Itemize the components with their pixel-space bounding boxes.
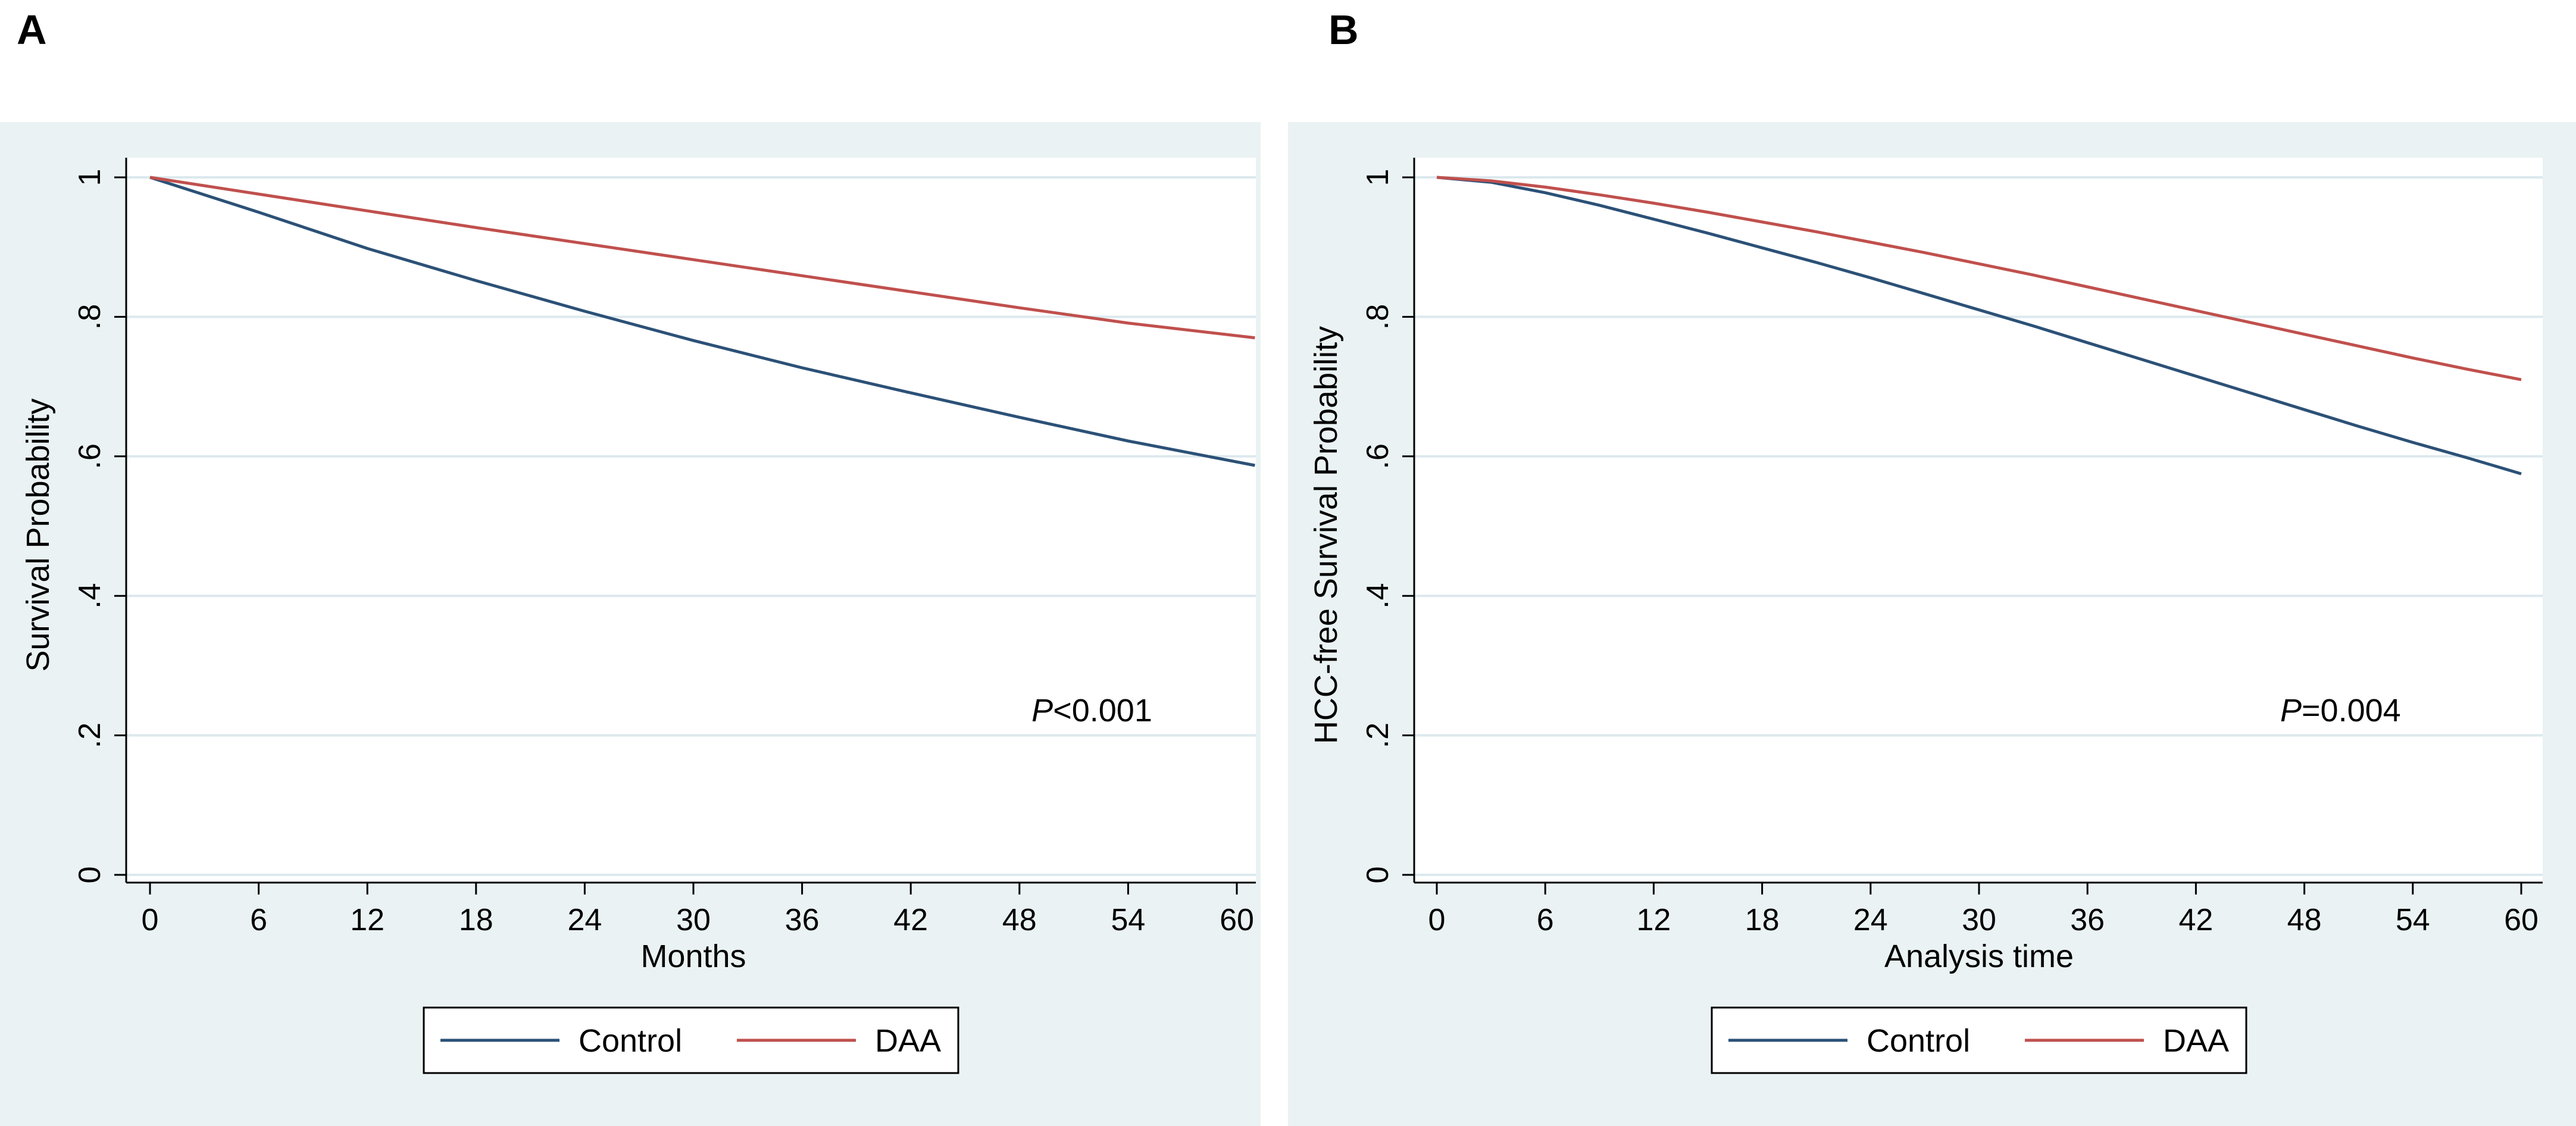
chart-b-y-axis-title: HCC-free Survival Probability — [1308, 326, 1344, 744]
chart-b-x-tick-label: 30 — [1962, 903, 1996, 937]
chart-a-y-tick-label: .4 — [73, 583, 107, 609]
chart-a-legend-label-daa: DAA — [875, 1023, 941, 1059]
chart-b-plot-area — [1414, 158, 2543, 883]
chart-a-x-tick-label: 54 — [1111, 903, 1145, 937]
chart-b-x-tick-label: 60 — [2504, 903, 2539, 937]
chart-a-y-axis-title: Survival Probability — [20, 398, 56, 671]
chart-a-y-tick-label: 0 — [73, 867, 107, 884]
chart-a-x-tick-label: 42 — [893, 903, 928, 937]
chart-a-y-tick-label: .6 — [73, 443, 107, 469]
chart-a-x-tick-label: 24 — [567, 903, 602, 937]
panel-a-label: A — [17, 7, 47, 53]
chart-b-x-tick-label: 42 — [2178, 903, 2213, 937]
chart-b-x-tick-label: 0 — [1428, 903, 1446, 937]
chart-a-plot-area — [126, 158, 1256, 883]
chart-b-x-tick-label: 36 — [2070, 903, 2105, 937]
chart-b-y-tick-label: 1 — [1361, 169, 1395, 186]
chart-b-y-tick-label: .2 — [1361, 722, 1395, 748]
chart-b-x-tick-label: 6 — [1537, 903, 1554, 937]
chart-a-x-tick-label: 6 — [250, 903, 267, 937]
chart-a-y-tick-label: .2 — [73, 722, 107, 748]
chart-b-x-tick-label: 12 — [1636, 903, 1671, 937]
chart-b-series-control — [1436, 176, 2522, 476]
chart-a-x-tick-label: 48 — [1002, 903, 1037, 937]
chart-a-y-tick-label: .8 — [73, 304, 107, 330]
chart-b-x-tick-label: 48 — [2287, 903, 2322, 937]
chart-b-x-tick-label: 24 — [1853, 903, 1888, 937]
chart-a-legend-label-control: Control — [579, 1023, 682, 1059]
chart-a-p-value-annotation: P<0.001 — [1031, 693, 1152, 728]
chart-b-x-tick-label: 18 — [1745, 903, 1780, 937]
chart-a-series-control — [149, 176, 1255, 467]
chart-b-x-axis-title: Analysis time — [1884, 939, 2074, 974]
chart-b-p-value-annotation: P=0.004 — [2280, 693, 2401, 728]
chart-b-legend-label-control: Control — [1867, 1023, 1970, 1059]
chart-b-y-tick-label: .4 — [1361, 583, 1395, 609]
chart-b-series-daa — [1436, 176, 2522, 381]
chart-a-x-tick-label: 0 — [142, 903, 159, 937]
chart-b-y-tick-label: .6 — [1361, 443, 1395, 469]
chart-b-x-tick-label: 54 — [2396, 903, 2430, 937]
chart-a-x-tick-label: 30 — [676, 903, 711, 937]
chart-a-x-tick-label: 12 — [350, 903, 384, 937]
chart-b-y-tick-label: .8 — [1361, 304, 1395, 330]
chart-a-series-daa — [149, 176, 1255, 340]
chart-a-y-tick-label: 1 — [73, 169, 107, 186]
panel-b-label: B — [1328, 7, 1359, 53]
chart-b-y-tick-label: 0 — [1361, 867, 1395, 884]
chart-a-x-tick-label: 60 — [1220, 903, 1254, 937]
chart-b-legend-label-daa: DAA — [2163, 1023, 2229, 1059]
chart-a-x-tick-label: 18 — [459, 903, 493, 937]
chart-a-x-axis-title: Months — [640, 939, 746, 974]
chart-a-x-tick-label: 36 — [785, 903, 820, 937]
